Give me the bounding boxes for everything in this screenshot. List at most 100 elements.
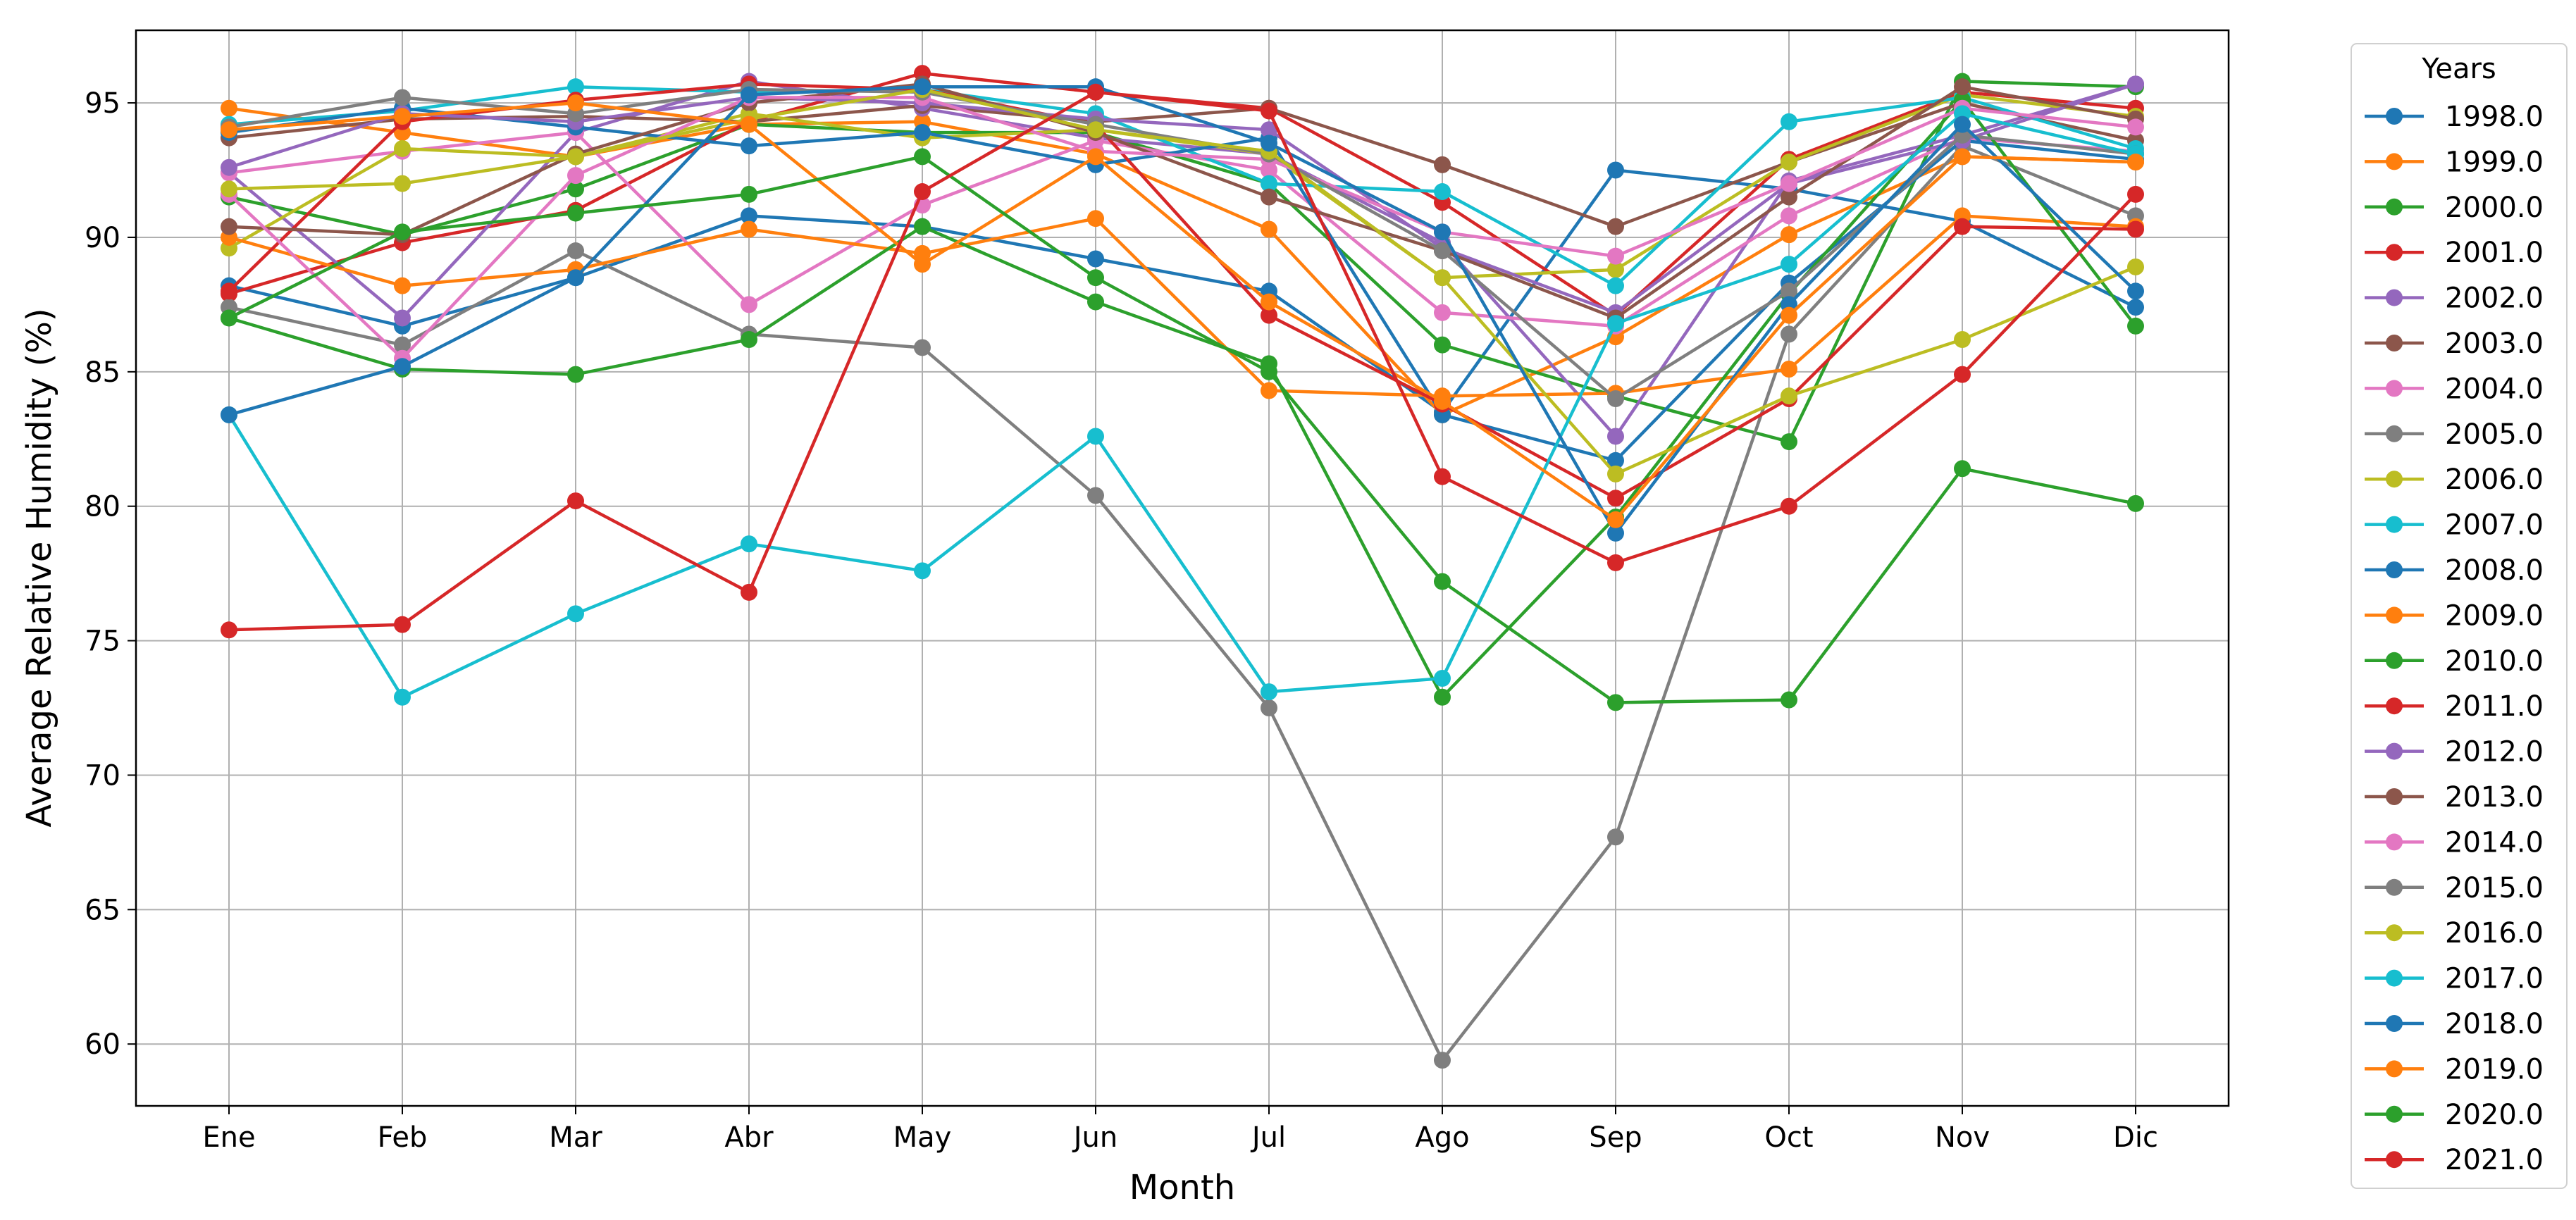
legend-item: 2000.0 xyxy=(2365,192,2544,224)
data-point xyxy=(1781,188,1797,206)
data-point xyxy=(1434,156,1451,173)
data-point xyxy=(2127,220,2144,238)
data-point xyxy=(2127,282,2144,300)
legend-marker xyxy=(2386,969,2403,987)
data-point xyxy=(1434,670,1451,687)
data-point xyxy=(1607,261,1624,278)
legend-label: 2004.0 xyxy=(2445,373,2544,405)
legend-item: 2013.0 xyxy=(2365,781,2544,814)
data-point xyxy=(1434,223,1451,241)
legend-marker xyxy=(2386,380,2403,397)
data-point xyxy=(1087,293,1104,311)
data-point xyxy=(1954,366,1971,383)
legend-item: 1998.0 xyxy=(2365,101,2544,133)
legend-marker xyxy=(2386,289,2403,306)
series-line xyxy=(228,214,2136,398)
data-point xyxy=(1087,428,1104,445)
data-point xyxy=(1781,256,1797,273)
data-point xyxy=(1261,382,1277,399)
data-point xyxy=(394,175,411,192)
data-point xyxy=(914,562,931,580)
x-tick-label: Mar xyxy=(549,1121,602,1154)
data-point xyxy=(914,148,931,166)
data-point xyxy=(221,121,237,139)
data-point xyxy=(1954,460,1971,478)
data-point xyxy=(1781,691,1797,709)
data-point xyxy=(914,124,931,142)
data-point xyxy=(2127,185,2144,203)
legend-label: 2013.0 xyxy=(2445,781,2544,814)
legend-marker xyxy=(2386,1105,2403,1123)
data-point xyxy=(1261,699,1277,717)
data-point xyxy=(741,116,757,133)
data-point xyxy=(221,99,237,117)
data-point xyxy=(1261,363,1277,380)
data-point xyxy=(1954,78,1971,96)
legend-label: 2008.0 xyxy=(2445,554,2544,587)
data-point xyxy=(741,137,757,155)
data-point xyxy=(567,204,584,222)
series-line xyxy=(228,87,2136,476)
data-point xyxy=(1434,269,1451,287)
data-point xyxy=(221,621,237,639)
data-point xyxy=(1087,121,1104,139)
y-tick-label: 80 xyxy=(85,491,120,523)
data-point xyxy=(1607,247,1624,265)
legend-label: 2002.0 xyxy=(2445,282,2544,315)
data-point xyxy=(567,242,584,260)
legend-label: 2009.0 xyxy=(2445,599,2544,632)
data-point xyxy=(1607,828,1624,846)
legend-marker xyxy=(2386,878,2403,896)
data-point xyxy=(1434,392,1451,410)
legend-marker xyxy=(2386,335,2403,351)
data-point xyxy=(1607,554,1624,571)
legend-label: 2000.0 xyxy=(2445,192,2544,224)
data-point xyxy=(914,339,931,356)
data-point xyxy=(1607,465,1624,483)
legend-marker xyxy=(2386,1060,2403,1078)
data-point xyxy=(1781,154,1797,171)
legend-marker xyxy=(2386,788,2403,805)
data-point xyxy=(1087,210,1104,228)
series-line xyxy=(228,82,2136,320)
legend-marker xyxy=(2386,833,2403,851)
x-tick-label: Feb xyxy=(378,1121,428,1154)
legend-marker xyxy=(2386,425,2403,442)
legend-item: 2004.0 xyxy=(2365,373,2544,405)
data-point xyxy=(567,269,584,287)
data-point xyxy=(1781,175,1797,192)
data-point xyxy=(394,277,411,294)
data-point xyxy=(1261,306,1277,324)
legend-marker xyxy=(2386,697,2403,715)
data-point xyxy=(2127,118,2144,136)
y-tick-label: 65 xyxy=(85,894,120,926)
data-point xyxy=(1781,113,1797,130)
series-line xyxy=(228,96,2136,360)
data-point xyxy=(394,616,411,633)
data-point xyxy=(1781,282,1797,300)
legend-label: 2016.0 xyxy=(2445,917,2544,950)
legend-item: 2017.0 xyxy=(2365,963,2544,995)
legend-item: 2005.0 xyxy=(2365,418,2544,451)
data-point xyxy=(567,492,584,510)
data-point xyxy=(1954,148,1971,166)
data-point xyxy=(1434,304,1451,321)
legend-label: 2012.0 xyxy=(2445,736,2544,768)
legend-items: 1998.0 1999.0 2000.0 2001.0 2002.0 2003.0 2004… xyxy=(2365,101,2544,1176)
legend-title: Years xyxy=(2421,53,2496,85)
series-2019.0 xyxy=(221,94,2144,528)
x-tick-label: Nov xyxy=(1935,1121,1990,1154)
data-point xyxy=(2127,154,2144,171)
data-point xyxy=(1781,207,1797,225)
series-line xyxy=(228,85,2136,287)
legend-marker xyxy=(2386,924,2403,942)
x-tick-label: Ago xyxy=(1415,1121,1469,1154)
x-tick-label: May xyxy=(893,1121,952,1154)
data-point xyxy=(567,605,584,623)
legend-label: 2017.0 xyxy=(2445,963,2544,995)
legend-item: 2008.0 xyxy=(2365,554,2544,587)
legend-marker xyxy=(2386,742,2403,760)
data-point xyxy=(2127,258,2144,275)
legend-marker xyxy=(2386,1151,2403,1169)
data-point xyxy=(741,331,757,349)
